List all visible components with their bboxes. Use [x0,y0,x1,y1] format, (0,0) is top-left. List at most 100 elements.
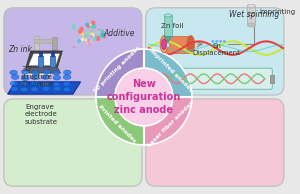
Ellipse shape [43,69,51,74]
Bar [21,87,27,89]
Circle shape [90,30,94,35]
Circle shape [86,42,90,45]
Circle shape [212,40,214,43]
Text: Sn: Sn [212,43,221,49]
Bar [51,52,54,56]
Text: Displacement: Displacement [193,50,241,56]
Ellipse shape [20,87,28,92]
Wedge shape [96,97,144,145]
Circle shape [89,40,92,44]
Text: Engrave
electrode
substrate: Engrave electrode substrate [25,104,58,125]
Bar [50,56,55,67]
Circle shape [90,33,95,37]
Circle shape [101,33,104,37]
Text: 3D printing anodes: 3D printing anodes [92,45,141,94]
Circle shape [92,37,96,41]
Text: Zn foil: Zn foil [161,23,184,29]
Circle shape [102,34,106,38]
Ellipse shape [42,86,50,91]
Text: Imprinted anodes: Imprinted anodes [148,47,194,93]
Circle shape [84,33,89,38]
Circle shape [91,20,95,25]
Bar [164,16,172,37]
Ellipse shape [166,43,170,48]
Ellipse shape [20,81,28,86]
Ellipse shape [187,36,195,53]
Ellipse shape [63,81,70,86]
Ellipse shape [63,75,71,80]
Circle shape [99,35,103,38]
Text: Laser fiber anodes: Laser fiber anodes [147,100,195,148]
Bar [164,36,191,53]
Bar [38,56,43,67]
Bar [52,37,57,50]
Circle shape [80,32,85,36]
Ellipse shape [248,23,255,27]
Circle shape [87,42,92,46]
FancyBboxPatch shape [4,99,142,186]
Ellipse shape [53,86,61,91]
Polygon shape [164,37,172,42]
Circle shape [97,30,102,36]
Circle shape [87,39,90,42]
Text: Printed anodes: Printed anodes [97,104,136,144]
Ellipse shape [63,87,71,92]
Bar [248,6,255,25]
Wedge shape [144,49,192,97]
Circle shape [98,29,100,31]
Ellipse shape [42,74,50,79]
Circle shape [81,37,84,41]
Ellipse shape [162,39,167,49]
Ellipse shape [31,75,39,80]
FancyBboxPatch shape [146,8,284,95]
Ellipse shape [52,70,60,75]
Circle shape [84,31,89,36]
Circle shape [100,33,105,38]
Circle shape [78,30,82,34]
Ellipse shape [52,82,60,87]
Circle shape [93,35,97,39]
Ellipse shape [32,70,39,75]
FancyBboxPatch shape [146,99,284,186]
Circle shape [77,39,81,43]
Polygon shape [26,51,62,67]
FancyBboxPatch shape [149,68,272,89]
Bar [44,87,50,89]
Circle shape [90,23,94,26]
Bar [19,82,54,87]
Bar [23,71,50,75]
Circle shape [100,31,104,34]
Circle shape [95,36,101,41]
Ellipse shape [53,75,61,80]
Ellipse shape [248,4,255,8]
Circle shape [73,46,75,48]
Polygon shape [8,82,81,94]
Ellipse shape [11,75,19,80]
Bar [34,39,55,43]
Ellipse shape [31,81,39,86]
Circle shape [100,32,106,38]
Bar [146,73,151,85]
Circle shape [92,32,98,38]
Ellipse shape [64,70,71,75]
Polygon shape [29,54,59,65]
Circle shape [76,29,80,33]
Ellipse shape [11,87,18,91]
Circle shape [88,24,93,29]
Ellipse shape [21,76,29,81]
Ellipse shape [160,36,168,53]
Circle shape [83,32,87,36]
Circle shape [219,40,222,43]
Ellipse shape [164,14,172,17]
Bar [271,75,274,83]
Circle shape [79,27,84,31]
Circle shape [85,23,89,27]
Circle shape [90,35,93,37]
Text: New
configuration
zinc anode: New configuration zinc anode [107,79,181,115]
Circle shape [91,24,96,29]
Text: Zn ink: Zn ink [9,45,32,54]
Bar [34,36,39,82]
Text: Additive: Additive [103,29,135,38]
Wedge shape [144,97,192,145]
Circle shape [102,34,106,38]
